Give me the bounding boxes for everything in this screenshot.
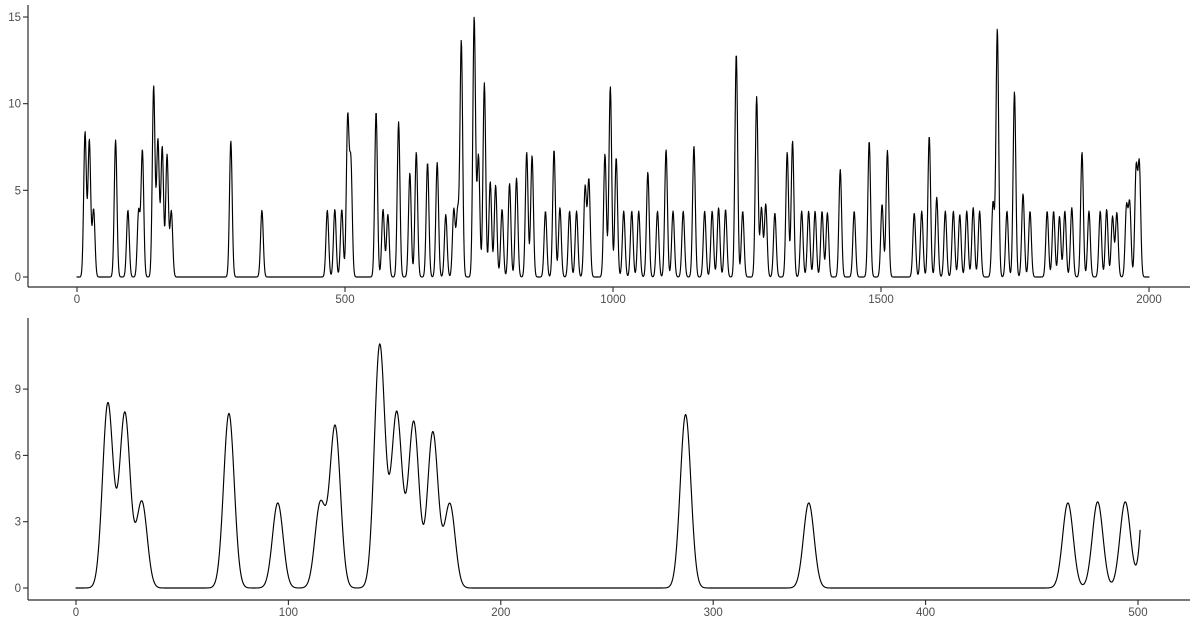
x-tick-label: 300	[704, 607, 723, 619]
bottom-line-chart: 0 100 200 300 400 500 0 3 6 9	[15, 318, 1190, 619]
x-tick-label: 400	[916, 607, 935, 619]
x-tick-label: 100	[279, 607, 298, 619]
x-tick-label: 1000	[600, 294, 626, 306]
x-tick-label: 0	[74, 294, 80, 306]
y-tick-label: 10	[8, 99, 21, 111]
y-tick-label: 0	[15, 583, 21, 595]
x-tick-label: 1500	[868, 294, 894, 306]
y-tick-label: 15	[8, 12, 21, 24]
x-tick-label: 500	[1128, 607, 1147, 619]
x-tick-label: 2000	[1136, 294, 1162, 306]
series-line	[75, 343, 1141, 589]
series-line	[76, 16, 1150, 278]
y-tick-label: 5	[15, 185, 21, 197]
y-tick-label: 0	[15, 272, 21, 284]
y-tick-label: 3	[15, 517, 21, 529]
y-tick-label: 9	[15, 384, 21, 396]
top-line-chart: 0 500 1000 1500 2000 0 5 10 15	[8, 5, 1190, 306]
x-tick-label: 500	[335, 294, 354, 306]
y-tick-label: 6	[15, 450, 21, 462]
x-tick-label: 200	[491, 607, 510, 619]
x-tick-label: 0	[73, 607, 79, 619]
